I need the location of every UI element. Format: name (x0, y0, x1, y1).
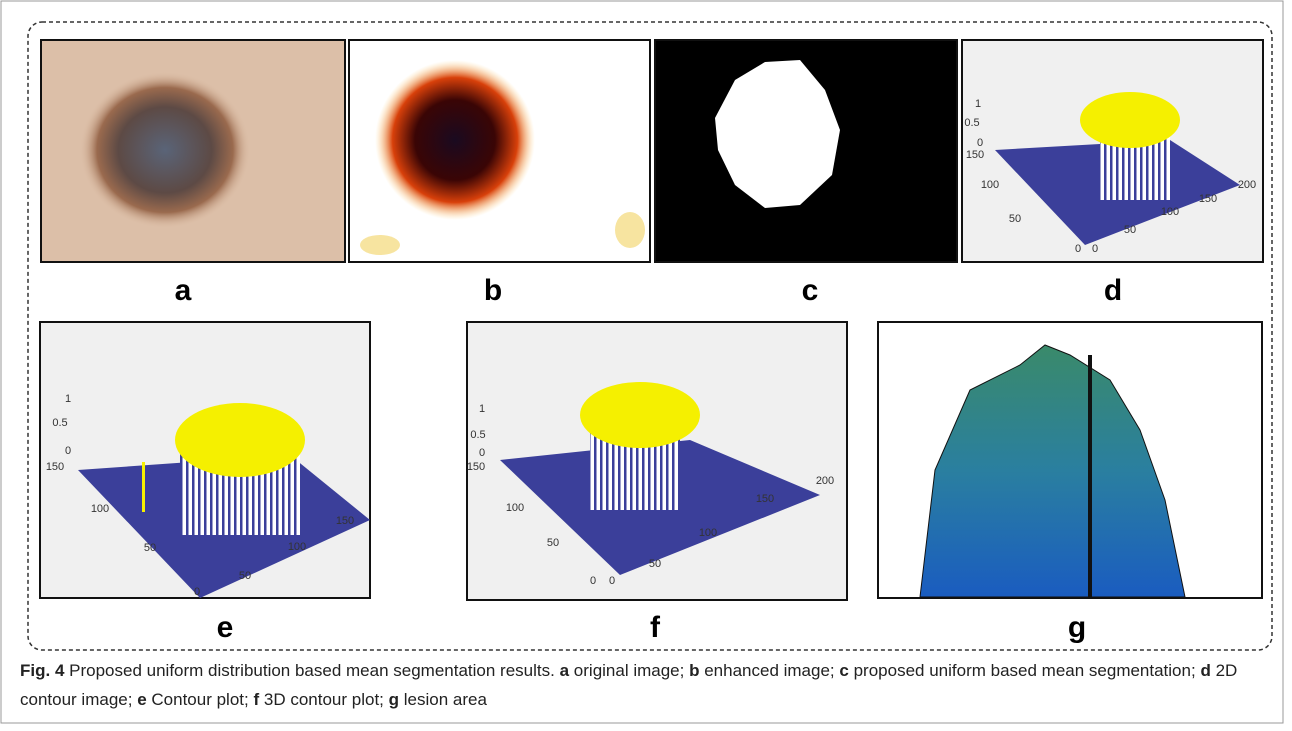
tick-label: 200 (816, 475, 834, 487)
tick-label: 1 (65, 393, 71, 405)
panel-b-image (349, 40, 650, 262)
tick-label: 0 (609, 575, 615, 587)
tick-label: 50 (144, 542, 156, 554)
caption-key: e (137, 690, 146, 709)
tick-label: 50 (239, 570, 251, 582)
caption-item: 3D contour plot; (264, 690, 384, 709)
tick-label: 150 (336, 515, 354, 527)
panel-e-plot (40, 322, 370, 598)
panel-g-plot (878, 322, 1262, 598)
tick-label: 100 (91, 503, 109, 515)
caption-item: proposed uniform based mean segmentation… (854, 661, 1196, 680)
tick-label: 0 (1075, 243, 1081, 255)
tick-label: 0 (977, 137, 983, 149)
tick-label: 1 (975, 98, 981, 110)
panel-label: d (1104, 274, 1122, 307)
figure: abcd10.50150100500050100150200e10.501501… (0, 0, 1292, 731)
tick-label: 100 (699, 527, 717, 539)
tick-label: 50 (1009, 213, 1021, 225)
tick-label: 0 (194, 586, 200, 598)
caption-key: b (689, 661, 699, 680)
tick-label: 150 (46, 461, 64, 473)
caption-item: original image; (574, 661, 685, 680)
panel-label: a (175, 274, 192, 307)
caption-key: a (560, 661, 569, 680)
tick-label: 0.5 (964, 117, 979, 129)
panel-a-image (41, 40, 345, 262)
tick-label: 0 (479, 447, 485, 459)
caption-item: lesion area (404, 690, 487, 709)
tick-label: 150 (467, 461, 485, 473)
tick-label: 0.5 (470, 429, 485, 441)
tick-label: 0 (65, 445, 71, 457)
tick-label: 50 (1124, 224, 1136, 236)
tick-label: 200 (1238, 179, 1256, 191)
caption-key: g (389, 690, 399, 709)
tick-label: 150 (756, 493, 774, 505)
tick-label: 100 (506, 502, 524, 514)
caption: Fig. 4 Proposed uniform distribution bas… (20, 656, 1270, 714)
panel-c-image (655, 40, 957, 262)
tick-label: 0 (590, 575, 596, 587)
panel-label: g (1068, 611, 1086, 644)
tick-label: 100 (981, 179, 999, 191)
tick-label: 0.5 (52, 417, 67, 429)
tick-label: 150 (1199, 193, 1217, 205)
caption-item: enhanced image; (704, 661, 834, 680)
caption-text: Proposed uniform distribution based mean… (69, 661, 555, 680)
figure-label: Fig. 4 (20, 661, 64, 680)
panel-label: f (650, 611, 661, 644)
tick-label: 50 (547, 537, 559, 549)
panel-d-plot (962, 40, 1263, 262)
panel-label: b (484, 274, 502, 307)
tick-label: 100 (1161, 206, 1179, 218)
tick-label: 0 (1092, 243, 1098, 255)
panel-label: e (217, 611, 234, 644)
tick-label: 150 (966, 149, 984, 161)
caption-item: Contour plot; (151, 690, 248, 709)
caption-key: d (1200, 661, 1210, 680)
figure-graphics: abcd10.50150100500050100150200e10.501501… (0, 0, 1292, 731)
panel-label: c (802, 274, 819, 307)
tick-label: 50 (649, 558, 661, 570)
tick-label: 100 (288, 541, 306, 553)
caption-key: f (253, 690, 259, 709)
tick-label: 1 (479, 403, 485, 415)
caption-key: c (839, 661, 848, 680)
